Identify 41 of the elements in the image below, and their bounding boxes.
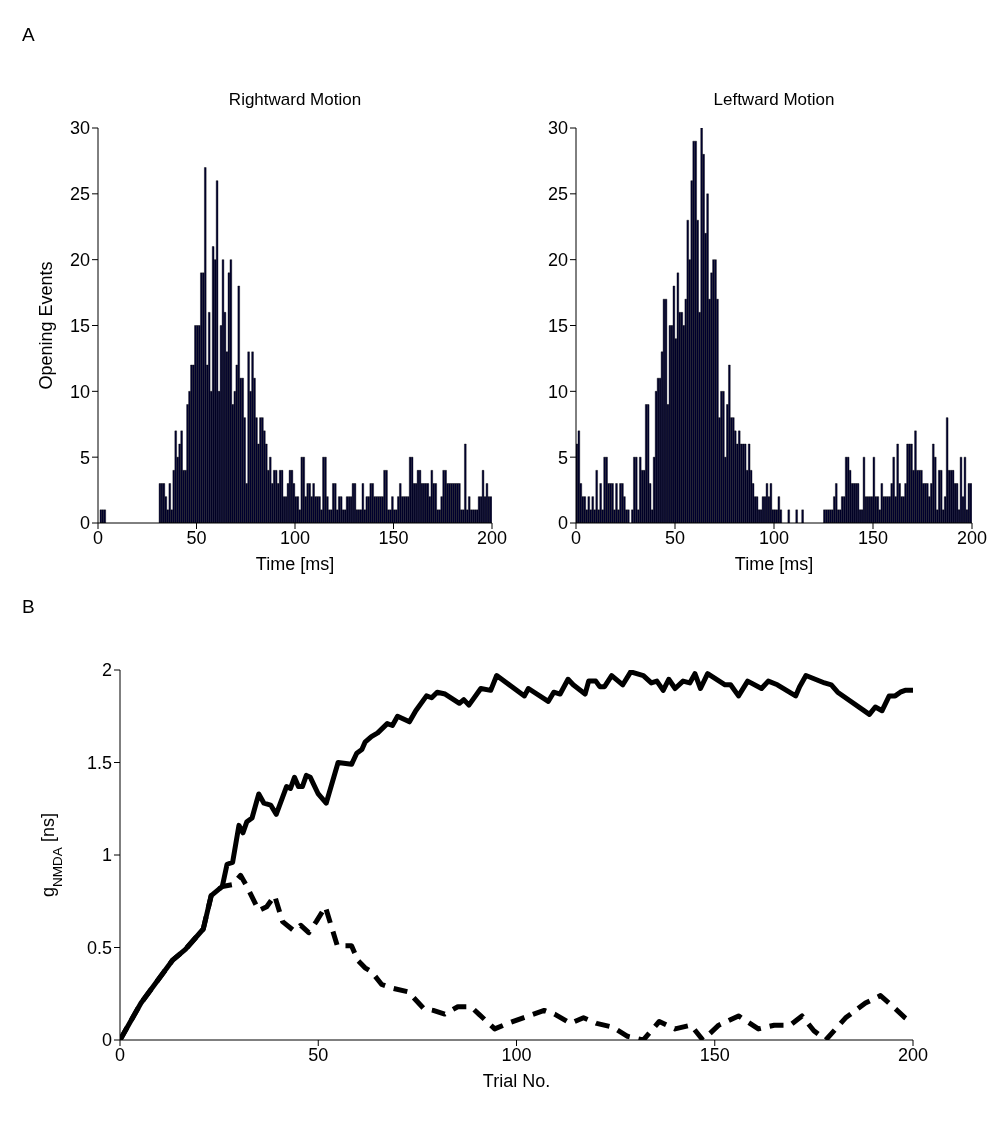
y-tick-label: 15	[547, 315, 568, 336]
x-tick-label: 0	[114, 1044, 126, 1065]
x-tick-label: 200	[956, 527, 988, 548]
x-tick-label: 150	[378, 527, 409, 548]
x-tick-label: 50	[664, 527, 686, 548]
y-tick-label: 25	[69, 184, 90, 205]
y-tick-label: 0.5	[86, 937, 112, 958]
x-tick-label: 50	[186, 527, 207, 548]
text: A	[22, 24, 35, 46]
x-tick-label: 200	[476, 527, 508, 548]
x-tick-label: 150	[857, 527, 889, 548]
y-tick-label: 5	[79, 447, 90, 468]
x-axis-title: Time [ms]	[255, 554, 335, 574]
x-axis-title: Trial No.	[482, 1071, 551, 1091]
y-axis-title: Opening Events	[36, 261, 56, 390]
x-tick-label: 150	[699, 1044, 730, 1065]
x-axis-title: Time [ms]	[734, 554, 814, 574]
y-tick-label: 15	[69, 315, 90, 336]
x-tick-label: 0	[570, 527, 582, 548]
y-tick-label: 30	[547, 118, 568, 139]
chart-title: Leftward Motion	[712, 90, 836, 110]
y-tick-label: 10	[547, 381, 568, 402]
y-tick-label: 0	[101, 1030, 112, 1051]
y-tick-label: 1.5	[86, 752, 112, 773]
y-tick-label: 0	[557, 513, 568, 534]
y-tick-label: 10	[69, 381, 90, 402]
x-tick-label: 100	[501, 1044, 532, 1065]
y-tick-label: 5	[557, 447, 568, 468]
x-tick-label: 200	[897, 1044, 929, 1065]
y-tick-label: 30	[69, 118, 90, 139]
y-tick-label: 1	[101, 845, 112, 866]
x-tick-label: 100	[758, 527, 790, 548]
x-tick-label: 50	[308, 1044, 329, 1065]
y-tick-label: 2	[101, 660, 112, 681]
y-tick-label: 20	[547, 250, 568, 271]
text: B	[22, 596, 35, 618]
x-tick-label: 100	[279, 527, 311, 548]
chart-title: Rightward Motion	[227, 90, 363, 110]
y-tick-label: 0	[79, 513, 90, 534]
y-tick-label: 25	[547, 184, 568, 205]
y-tick-label: 20	[69, 250, 90, 271]
